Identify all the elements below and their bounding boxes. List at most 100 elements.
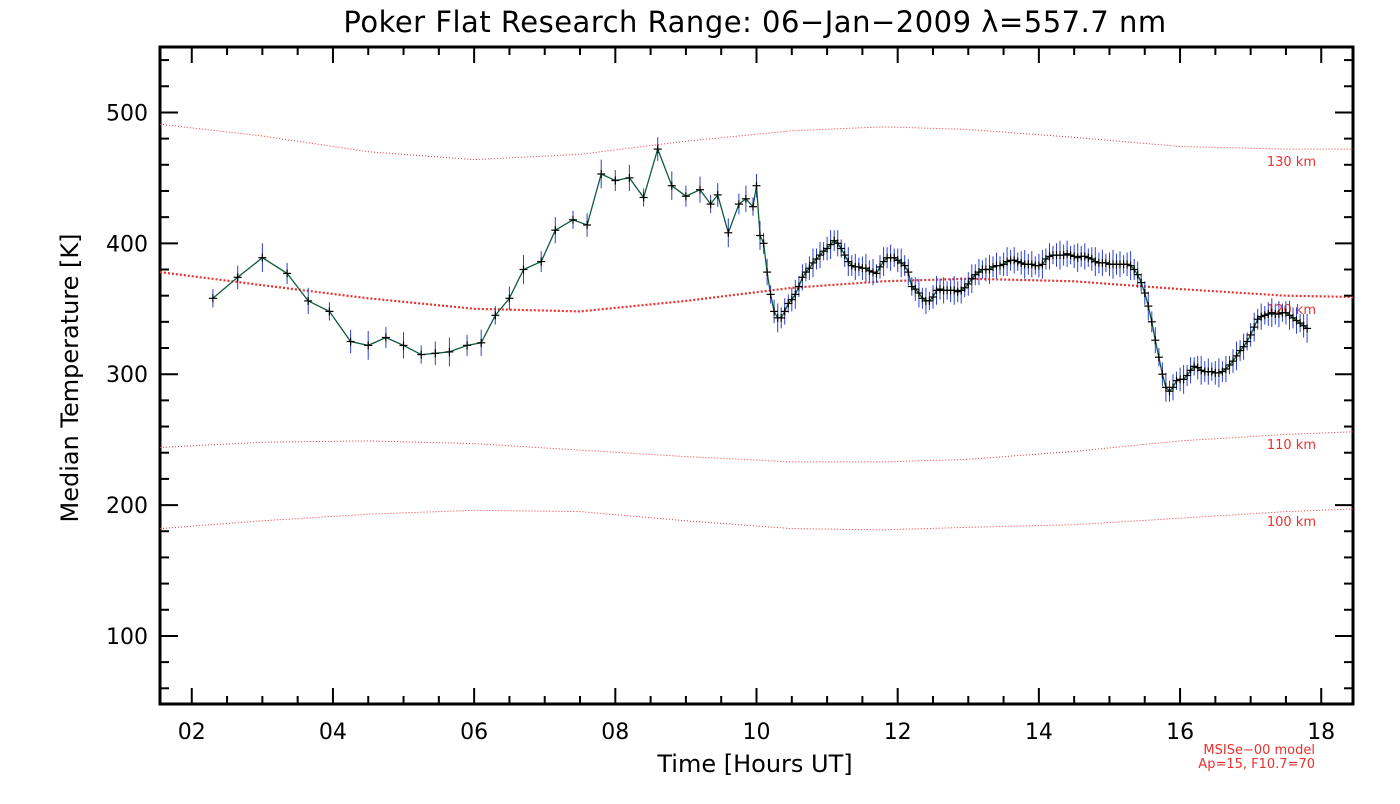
data-point-marker <box>233 273 242 282</box>
data-point-marker <box>911 285 920 294</box>
x-tick-label: 06 <box>460 720 488 745</box>
data-point-marker <box>872 269 881 278</box>
x-axis-label: Time [Hours UT] <box>656 750 852 778</box>
data-point-marker <box>914 289 923 297</box>
data-point-marker <box>837 244 846 253</box>
data-point-marker <box>537 257 546 266</box>
data-point-marker <box>1236 346 1245 355</box>
x-tick-labels: 02 04 06 08 10 12 14 16 18 <box>178 720 1335 745</box>
data-point-marker <box>1140 289 1149 297</box>
model-label-130-km: 130 km <box>1267 155 1316 170</box>
plot-frame <box>158 45 1355 706</box>
model-curve-120-km <box>159 271 1354 313</box>
data-point-marker <box>1084 253 1093 262</box>
data-point-marker <box>801 268 810 277</box>
y-tick-labels: 100 200 300 400 500 <box>106 101 148 650</box>
data-point-marker <box>900 261 909 270</box>
data-point-marker <box>1158 370 1167 379</box>
data-point-marker <box>1137 278 1146 287</box>
model-curve-100-km <box>159 508 1354 531</box>
data-point-marker <box>967 274 976 283</box>
data-point-marker <box>752 181 761 190</box>
data-point-marker <box>653 145 662 154</box>
data-point-marker <box>1225 361 1234 369</box>
data-point-marker <box>1130 265 1139 274</box>
data-markers <box>208 145 1312 396</box>
data-point-marker <box>325 307 334 316</box>
data-point-marker <box>1151 336 1160 345</box>
data-point-marker <box>1243 337 1252 346</box>
data-point-marker <box>1147 317 1156 326</box>
data-point-marker <box>1073 253 1082 262</box>
data-point-marker <box>794 282 803 291</box>
data-point-marker <box>304 296 313 305</box>
data-point-marker <box>625 173 634 182</box>
data-point-marker <box>463 341 472 350</box>
data-point-marker <box>1034 261 1043 270</box>
data-point-marker <box>741 194 750 203</box>
x-tick-label: 04 <box>319 720 347 745</box>
data-point-marker <box>1165 387 1174 396</box>
data-point-marker <box>258 253 267 262</box>
data-point-marker <box>1207 367 1216 376</box>
data-point-marker <box>784 299 793 308</box>
data-point-marker <box>1190 362 1199 371</box>
data-point-marker <box>1169 383 1177 392</box>
data-point-marker <box>1027 260 1036 269</box>
data-point-marker <box>1257 312 1266 321</box>
data-point-marker <box>346 337 355 346</box>
data-point-marker <box>840 251 849 260</box>
model-curves <box>159 123 1354 531</box>
data-point-marker <box>1045 252 1054 261</box>
data-point-marker <box>667 181 676 190</box>
data-point-marker <box>1214 368 1223 377</box>
data-point-marker <box>1013 257 1022 266</box>
x-tick-label: 12 <box>884 720 912 745</box>
data-point-marker <box>950 286 959 295</box>
data-point-marker <box>597 170 606 178</box>
data-point-marker <box>1172 376 1181 385</box>
data-point-marker <box>505 294 514 303</box>
data-point-marker <box>960 283 969 292</box>
data-point-marker <box>734 200 743 209</box>
data-point-marker <box>1197 366 1206 375</box>
data-point-marker <box>569 215 577 224</box>
data-point-marker <box>399 341 408 350</box>
data-point-marker <box>1264 310 1273 318</box>
data-point-marker <box>1133 270 1142 279</box>
data-point-marker <box>1091 257 1100 266</box>
data-point-marker <box>583 221 592 229</box>
data-point-marker <box>929 293 937 301</box>
data-point-marker <box>770 307 779 316</box>
data-point-marker <box>904 268 913 277</box>
data-point-marker <box>925 296 934 305</box>
data-point-marker <box>283 269 292 278</box>
model-label-100-km: 100 km <box>1267 515 1316 530</box>
data-point-marker <box>1080 252 1089 261</box>
y-tick-label: 200 <box>106 494 148 519</box>
data-point-marker <box>798 273 807 282</box>
data-point-marker <box>706 200 715 209</box>
data-point-marker <box>1183 371 1192 380</box>
y-axis-label: Median Temperature [K] <box>56 233 84 522</box>
y-tick-label: 400 <box>106 232 148 257</box>
x-tick-label: 08 <box>601 720 629 745</box>
y-tick-label: 500 <box>106 101 148 126</box>
x-tick-label: 14 <box>1025 720 1053 745</box>
data-point-marker <box>1144 302 1153 311</box>
data-point-marker <box>823 244 832 253</box>
data-point-marker <box>681 192 690 201</box>
data-point-marker <box>854 262 863 271</box>
data-point-marker <box>639 193 648 202</box>
data-point-marker <box>417 350 426 359</box>
data-point-marker <box>1017 258 1026 267</box>
data-point-marker <box>805 264 814 273</box>
data-point-marker <box>847 261 856 270</box>
data-point-marker <box>1059 251 1068 260</box>
data-point-marker <box>844 257 853 266</box>
data-point-marker <box>1229 357 1237 366</box>
data-point-marker <box>1010 256 1019 265</box>
model-curve-110-km <box>159 431 1354 463</box>
data-point-marker <box>491 311 500 320</box>
